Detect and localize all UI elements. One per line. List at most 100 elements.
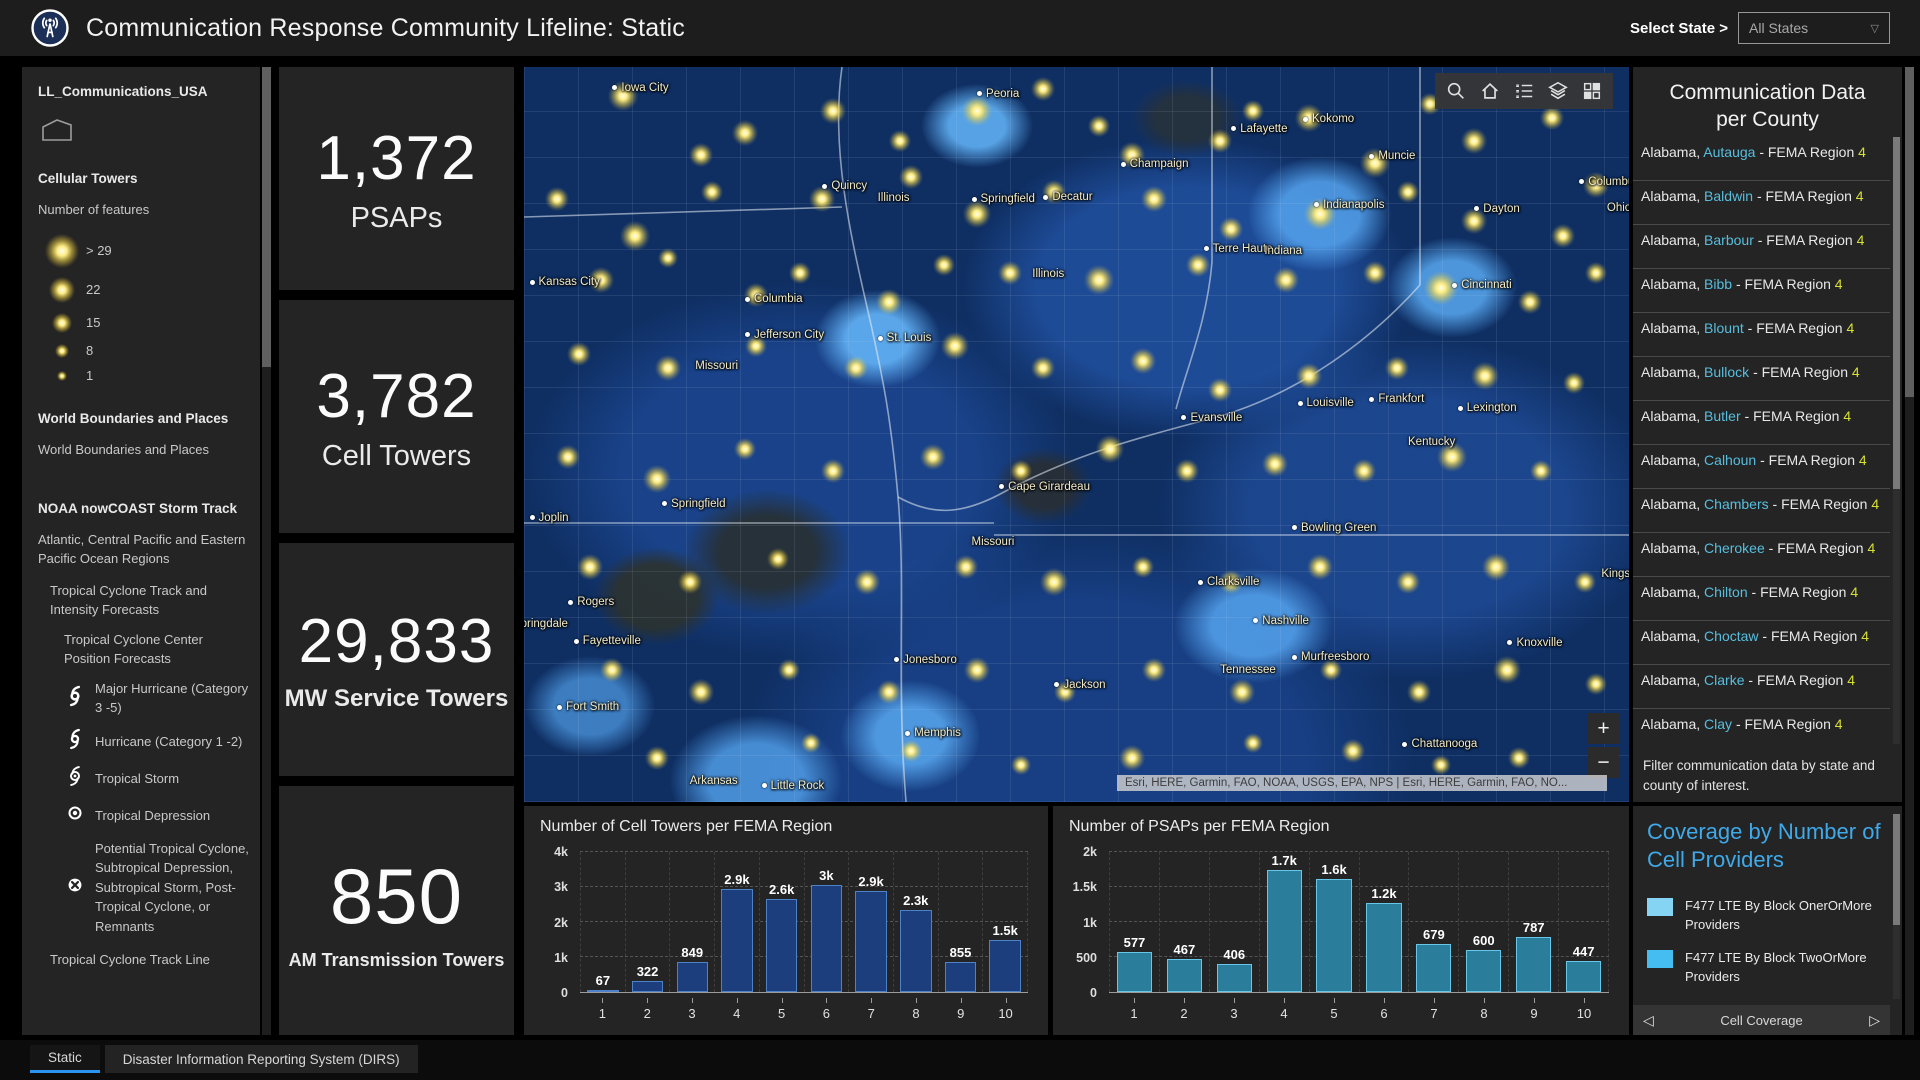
cell-tower-glow	[1362, 260, 1387, 285]
cell-tower-glow	[963, 200, 992, 228]
cell-tower-glow	[1219, 216, 1244, 241]
y-axis-tick: 4k	[554, 845, 568, 859]
county-row[interactable]: Alabama, Cherokee - FEMA Region 4	[1633, 533, 1890, 577]
map-city-label: Jackson	[1054, 679, 1106, 691]
county-row[interactable]: Alabama, Autauga - FEMA Region 4	[1633, 137, 1890, 181]
stats-column: 1,372 PSAPs 3,782 Cell Towers 29,833 MW Servi…	[279, 0, 514, 1080]
county-row[interactable]: Alabama, Choctaw - FEMA Region 4	[1633, 621, 1890, 665]
legend-item-potential-cyclone: Potential Tropical Cyclone, Subtropical …	[64, 839, 250, 937]
bar-value-label: 849	[681, 945, 704, 961]
stat-label: PSAPs	[350, 201, 443, 234]
map-city-label: Terre Haute	[1203, 243, 1273, 255]
coverage-scrollbar[interactable]	[1893, 814, 1900, 999]
bar: 447	[1566, 944, 1602, 992]
cell-tower-glow	[1582, 171, 1609, 198]
state-dropdown[interactable]: All States ▽	[1738, 12, 1890, 44]
cell-tower-glow	[1243, 733, 1264, 754]
tab-dirs[interactable]: Disaster Information Reporting System (D…	[104, 1045, 418, 1073]
cell-tower-glow	[1437, 441, 1468, 472]
cell-tower-glow	[820, 98, 847, 125]
bar: 67	[587, 973, 619, 992]
cell-tower-glow	[1384, 356, 1409, 381]
layers-icon[interactable]	[1543, 76, 1573, 106]
cell-tower-glow	[1054, 680, 1077, 703]
legend-icon[interactable]	[1509, 76, 1539, 106]
cell-tower-glow	[688, 143, 713, 168]
map-panel[interactable]: Iowa City Peoria Kokomo Lafayette Muncie Cham…	[524, 67, 1629, 802]
feature-size-row: 22	[38, 272, 250, 308]
bar: 2.9k	[721, 872, 753, 992]
next-arrow-icon[interactable]: ▷	[1869, 1011, 1880, 1028]
cell-tower-glow	[1208, 378, 1233, 403]
county-row[interactable]: Alabama, Barbour - FEMA Region 4	[1633, 225, 1890, 269]
legend-panel[interactable]: LL_Communications_USA Cellular Towers Nu…	[22, 67, 260, 1035]
cell-tower-glow	[1340, 738, 1365, 763]
bar-value-label: 1.7k	[1271, 853, 1297, 869]
county-row[interactable]: Alabama, Baldwin - FEMA Region 4	[1633, 181, 1890, 225]
search-icon[interactable]	[1441, 76, 1471, 106]
chevron-down-icon: ▽	[1870, 22, 1879, 35]
cell-tower-glow	[778, 658, 801, 681]
feature-size-label: 8	[86, 343, 94, 359]
scrollbar-thumb[interactable]	[1893, 137, 1900, 490]
cell-tower-glow	[809, 186, 836, 213]
dashboard-scrollbar[interactable]	[1905, 67, 1914, 1035]
scrollbar-thumb[interactable]	[1893, 814, 1900, 925]
cell-tower-glow	[1011, 755, 1032, 776]
scrollbar-thumb[interactable]	[262, 67, 271, 367]
bar: 679	[1416, 927, 1452, 992]
bar-value-label: 1.6k	[1321, 862, 1347, 878]
scrollbar-thumb[interactable]	[1905, 67, 1914, 397]
county-row[interactable]: Alabama, Chambers - FEMA Region 4	[1633, 489, 1890, 533]
home-icon[interactable]	[1475, 76, 1505, 106]
bar: 600	[1466, 933, 1502, 992]
x-axis-tick: 8	[1459, 997, 1509, 1027]
county-list-scrollbar[interactable]	[1893, 137, 1900, 744]
coverage-legend-item: F477 LTE By Block OnerOrMore Providers	[1647, 897, 1888, 935]
county-row[interactable]: Alabama, Clay - FEMA Region 4	[1633, 709, 1890, 744]
map-city-label: Indiana	[1264, 244, 1303, 257]
cell-tower-glow	[1584, 673, 1607, 696]
bar-value-label: 67	[595, 972, 611, 988]
cell-tower-glow	[1407, 679, 1432, 704]
county-row[interactable]: Alabama, Bibb - FEMA Region 4	[1633, 269, 1890, 313]
cellular-towers-heading: Cellular Towers	[38, 171, 138, 187]
bar: 1.7k	[1266, 853, 1302, 992]
county-list[interactable]: Alabama, Autauga - FEMA Region 4 Alabama,…	[1633, 137, 1890, 744]
basemap-icon[interactable]	[1577, 76, 1607, 106]
map-city-label: Chattanooga	[1402, 738, 1477, 750]
cell-tower-glow	[875, 289, 902, 316]
map-city-label: Murfreesboro	[1291, 651, 1369, 663]
zoom-in-button[interactable]: +	[1588, 713, 1619, 744]
x-axis-tick: 1	[580, 997, 625, 1027]
map-city-label: Arkansas	[689, 774, 738, 787]
map-city-label: Muncie	[1369, 150, 1415, 162]
cell-tower-glow	[1351, 459, 1376, 484]
feature-size-label: 22	[86, 282, 101, 298]
state-borders-overlay	[524, 67, 1629, 802]
cell-tower-glow	[1562, 372, 1585, 395]
cell-tower-glow	[545, 187, 570, 212]
map-city-label: Jonesboro	[894, 654, 957, 666]
county-row[interactable]: Alabama, Clarke - FEMA Region 4	[1633, 665, 1890, 709]
cell-tower-glow	[642, 464, 671, 493]
cell-tower-glow	[1397, 180, 1419, 203]
tc-center-position-label: Tropical Cyclone Center Position Forecas…	[64, 631, 203, 667]
cell-tower-glow	[1539, 106, 1564, 131]
cell-tower-glow	[654, 355, 681, 382]
county-row[interactable]: Alabama, Calhoun - FEMA Region 4	[1633, 445, 1890, 489]
county-row[interactable]: Alabama, Blount - FEMA Region 4	[1633, 313, 1890, 357]
previous-arrow-icon[interactable]: ◁	[1643, 1011, 1654, 1028]
map-city-label: Peoria	[977, 88, 1019, 100]
map-city-label: Quincy	[822, 180, 867, 192]
bar: 2.3k	[900, 893, 932, 992]
county-row[interactable]: Alabama, Chilton - FEMA Region 4	[1633, 577, 1890, 621]
legend-scrollbar[interactable]	[262, 67, 271, 1035]
county-row[interactable]: Alabama, Butler - FEMA Region 4	[1633, 401, 1890, 445]
x-axis-tick: 5	[759, 997, 804, 1027]
zoom-out-button[interactable]: −	[1588, 747, 1619, 778]
bar-value-label: 447	[1572, 943, 1595, 959]
county-row[interactable]: Alabama, Bullock - FEMA Region 4	[1633, 357, 1890, 401]
cell-tower-glow	[1040, 567, 1069, 596]
tab-static[interactable]: Static	[30, 1045, 100, 1073]
